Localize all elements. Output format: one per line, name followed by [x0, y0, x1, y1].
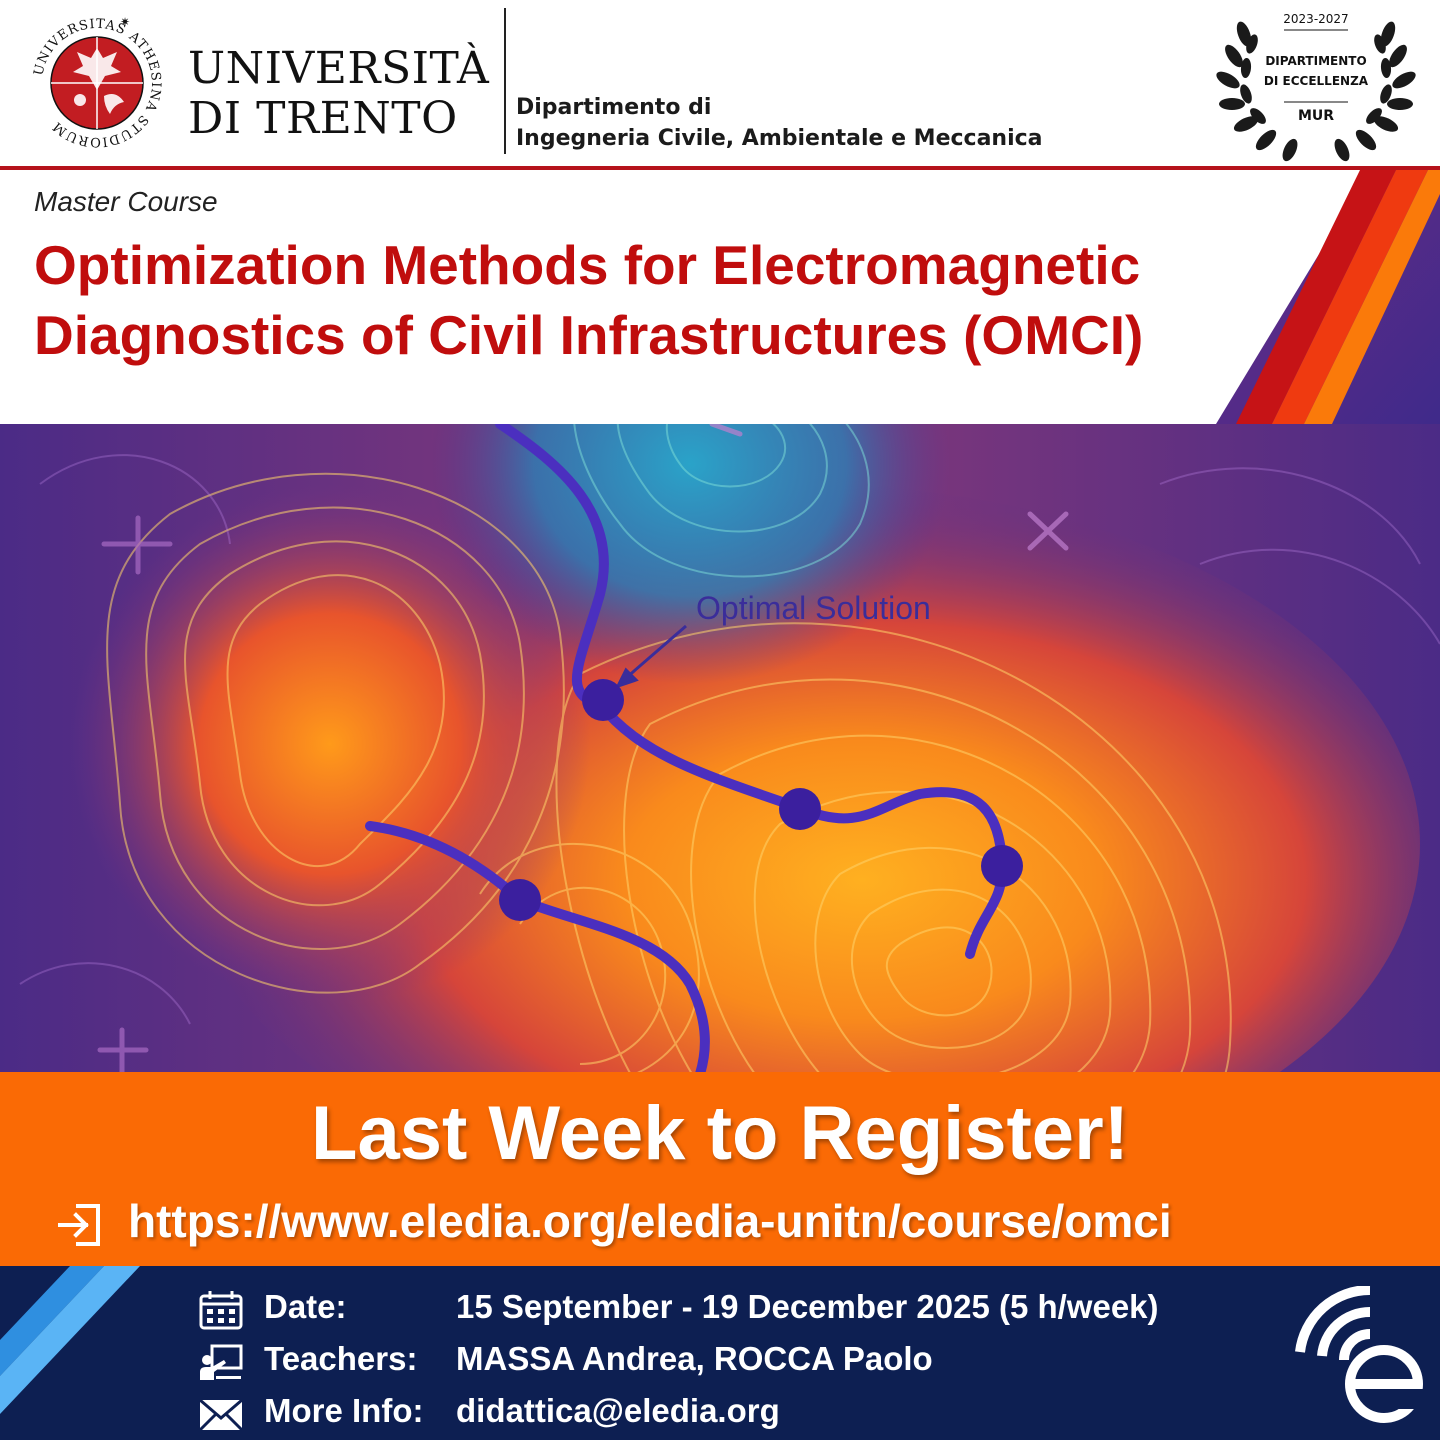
header-divider — [504, 8, 506, 154]
teachers-value: MASSA Andrea, ROCCA Paolo — [456, 1340, 933, 1377]
university-name: UNIVERSITÀ DI TRENTO — [188, 44, 489, 144]
optimization-landscape-illustration — [0, 424, 1440, 1074]
title-background — [0, 170, 1440, 424]
laurel-wreath-icon — [1216, 21, 1416, 162]
optimal-solution-label: Optimal Solution — [696, 590, 931, 626]
department-line2: Ingegneria Civile, Ambientale e Meccanic… — [516, 126, 1043, 151]
plus-icon — [97, 515, 173, 1074]
contour-map — [0, 424, 1440, 1074]
contact-label: More Info: — [264, 1392, 424, 1429]
annotation-arrow — [615, 624, 687, 689]
excellence-ministry: MUR — [1297, 108, 1335, 124]
eledia-logo-icon — [1295, 1286, 1426, 1423]
excellence-line1: DIPARTIMENTO — [1265, 54, 1367, 68]
registration-banner: Last Week to Register! https://www.eledi… — [0, 1072, 1440, 1266]
excellence-line2: DI ECCELLENZA — [1263, 74, 1369, 88]
calendar-icon — [199, 1291, 243, 1330]
course-title-line2: Diagnostics of Civil Infrastructures (OM… — [34, 304, 1144, 366]
header-rule — [0, 166, 1440, 170]
course-title-line1: Optimization Methods for Electromagnetic — [34, 234, 1141, 296]
header: UNIVERSITAS ATHESINA STUDIORUM ✷ UNIVERS… — [0, 0, 1440, 168]
footer-stripes — [0, 1266, 140, 1414]
excellence-years: 2023-2027 — [1283, 12, 1349, 26]
registration-headline: Last Week to Register! — [311, 1091, 1129, 1176]
solution-points — [499, 679, 1023, 921]
course-title: Optimization Methods for Electromagnetic… — [34, 230, 1274, 370]
date-label: Date: — [264, 1288, 347, 1325]
university-seal-logo: UNIVERSITAS ATHESINA STUDIORUM ✷ — [31, 15, 162, 149]
teachers-label: Teachers: — [264, 1340, 418, 1377]
course-info-footer: Date: 15 September - 19 December 2025 (5… — [0, 1266, 1440, 1440]
date-value: 15 September - 19 December 2025 (5 h/wee… — [456, 1288, 1159, 1325]
department-line1: Dipartimento di — [516, 95, 712, 120]
teacher-board-icon — [200, 1344, 243, 1380]
envelope-icon — [198, 1398, 244, 1432]
registration-link[interactable]: https://www.eledia.org/eledia-unitn/cour… — [128, 1195, 1172, 1247]
university-name-line1: UNIVERSITÀ — [188, 43, 490, 94]
cross-icon — [709, 424, 1069, 551]
svg-text:✷: ✷ — [120, 15, 130, 29]
contact-email[interactable]: didattica@eledia.org — [456, 1392, 780, 1429]
login-icon — [58, 1204, 100, 1246]
course-title-block: Master Course Optimization Methods for E… — [0, 170, 1440, 424]
course-kind: Master Course — [34, 186, 218, 217]
university-name-line2: DI TRENTO — [188, 93, 458, 144]
department-name: Dipartimento di Ingegneria Civile, Ambie… — [516, 92, 1043, 154]
